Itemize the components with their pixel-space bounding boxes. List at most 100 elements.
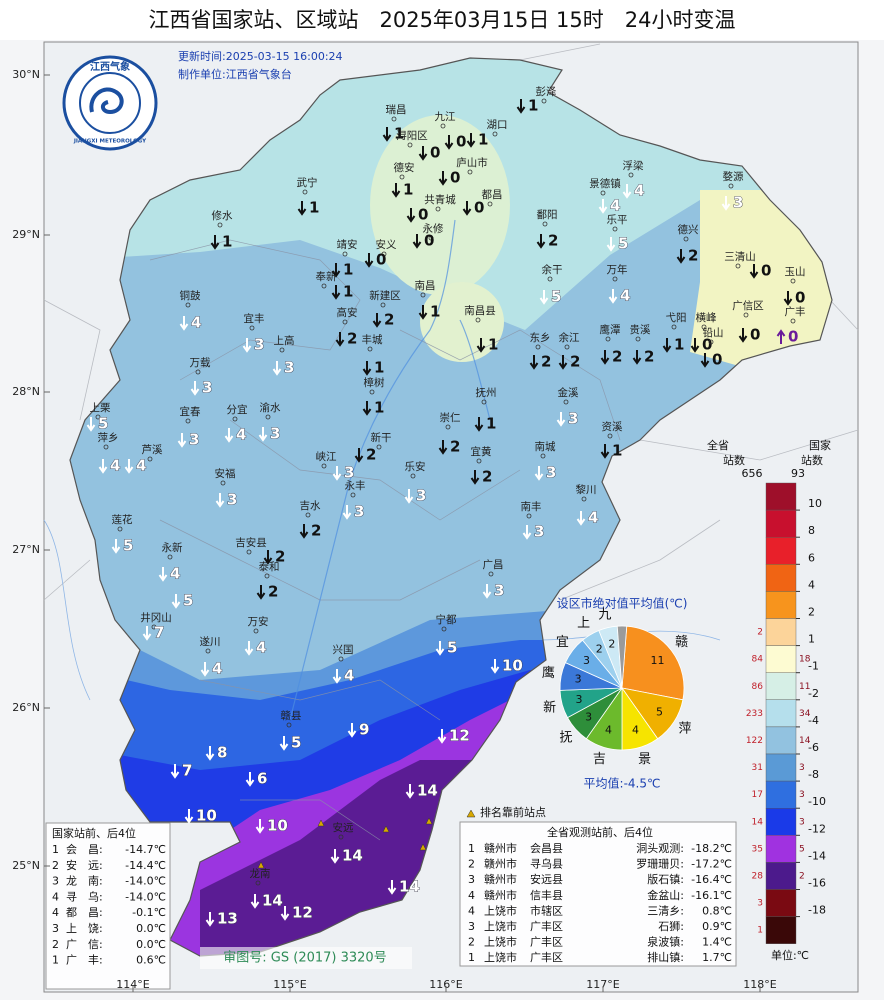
station-value: 2: [644, 348, 654, 366]
station-dot: [735, 263, 741, 269]
station-value: 3: [189, 431, 199, 449]
colorbar-label: 8: [808, 524, 815, 537]
title-band: [0, 0, 884, 40]
station-value: 2: [384, 311, 394, 329]
rank-cell: 4: [468, 889, 475, 902]
lon-label: 117°E: [586, 978, 619, 991]
colorbar-label: -6: [808, 741, 819, 754]
station-value: 2: [541, 353, 551, 371]
trend-arrow: [347, 723, 357, 738]
station-dot: [407, 142, 413, 148]
rank-cell: 赣州市: [484, 872, 517, 886]
station-dot: [564, 344, 570, 350]
trend-arrow: [124, 459, 134, 474]
rank-cell: 3: [468, 873, 475, 886]
station-value: 12: [449, 727, 470, 745]
trend-arrow: [215, 493, 225, 508]
station-value: 2: [366, 446, 376, 464]
station-value: 1: [612, 442, 622, 460]
station-value: 7: [154, 624, 164, 642]
station-dot: [683, 236, 689, 242]
station-dot: [321, 463, 327, 469]
national-count: 2: [799, 871, 805, 881]
station-dot: [488, 571, 494, 577]
colorbar-bin: [765, 862, 797, 890]
station-dot: [441, 626, 447, 632]
station-value: 3: [416, 487, 426, 505]
trend-arrow: [516, 99, 526, 114]
national-rank-box: 国家站前、后4位 1 会 昌: -14.7℃ 2 安 远: -14.4℃ 3 龙 南: -14.…: [45, 822, 171, 990]
station-name: 宜丰: [244, 312, 265, 325]
trend-arrow: [244, 641, 254, 656]
rank-cell: 上饶市: [484, 919, 517, 933]
station-value: 0: [712, 351, 722, 369]
station-value: 1: [222, 233, 232, 251]
title: 江西省国家站、区域站 2025年03月15日 15时 24小时变温: [148, 8, 735, 32]
colorbar-label: -12: [808, 822, 826, 835]
pie-average: 平均值:-4.5℃: [584, 776, 661, 791]
station-dot: [540, 453, 546, 459]
station-value: 1: [343, 283, 353, 301]
trend-arrow: [142, 626, 152, 641]
trend-arrow: [250, 894, 260, 909]
rank-cell: 1.7℃: [702, 951, 732, 964]
station-value: 2: [311, 522, 321, 540]
station-dot: [542, 221, 548, 227]
station-dot: [220, 480, 226, 486]
rank-number: 4: [52, 906, 59, 919]
colorbar-bin: [765, 537, 797, 565]
colorbar-label: -8: [808, 768, 819, 781]
station-value: 2: [450, 438, 460, 456]
lon-label: 114°E: [116, 978, 149, 991]
trend-arrow: [534, 466, 544, 481]
colorbar-bin: [765, 672, 797, 701]
station-value: 3: [733, 194, 743, 212]
station-value: 4: [110, 457, 120, 475]
pie-value: 5: [656, 705, 663, 718]
pie-label: 萍: [678, 721, 691, 736]
station-name: 广昌: [483, 559, 504, 571]
rank-cell: 安远县: [530, 872, 563, 886]
station-dot: [435, 206, 441, 212]
station-name: 余干: [542, 263, 563, 276]
station-dot: [342, 319, 348, 325]
trend-arrow: [783, 291, 793, 306]
trend-arrow: [700, 353, 710, 368]
trend-arrow: [362, 361, 372, 376]
lat-label: 25°N: [12, 859, 40, 872]
lon-label: 118°E: [743, 978, 776, 991]
all-title: 站数: [723, 453, 745, 467]
station-dot: [265, 414, 271, 420]
all-count: 3: [757, 899, 763, 909]
colorbar-bin: [765, 591, 797, 619]
station-dot: [305, 512, 311, 518]
pie-value: 11: [651, 654, 665, 667]
producer: 制作单位:江西省气象台: [178, 67, 292, 81]
rank-cell: 广丰区: [530, 951, 563, 964]
trend-arrow: [435, 641, 445, 656]
rank-value: 0.0℃: [136, 938, 166, 951]
station-dot: [253, 628, 259, 634]
station-name: 万载: [190, 357, 211, 369]
trend-arrow: [210, 235, 220, 250]
all-count: 14: [752, 817, 764, 827]
station-dot: [420, 292, 426, 298]
station-name: 彭泽: [536, 85, 557, 98]
rank-cell: 0.9℃: [702, 920, 732, 933]
pie-value: 3: [585, 711, 592, 724]
rank-value: -14.4℃: [125, 859, 166, 872]
marker-note: 排名靠前站点: [480, 805, 546, 819]
trend-arrow: [263, 550, 273, 565]
rank-value: -14.0℃: [125, 875, 166, 888]
station-dot: [321, 283, 327, 289]
rank-cell: 排山镇:: [647, 950, 684, 964]
rank-value: 0.0℃: [136, 922, 166, 935]
rank-cell: -16.4℃: [691, 873, 732, 886]
station-dot: [255, 880, 261, 886]
national-count: 34: [799, 709, 811, 719]
trend-arrow: [362, 401, 372, 416]
station-name: 铜鼓: [180, 289, 201, 302]
station-name: 莲花: [112, 513, 133, 526]
pie-value: 4: [632, 724, 639, 737]
station-name: 广丰: [785, 305, 806, 318]
